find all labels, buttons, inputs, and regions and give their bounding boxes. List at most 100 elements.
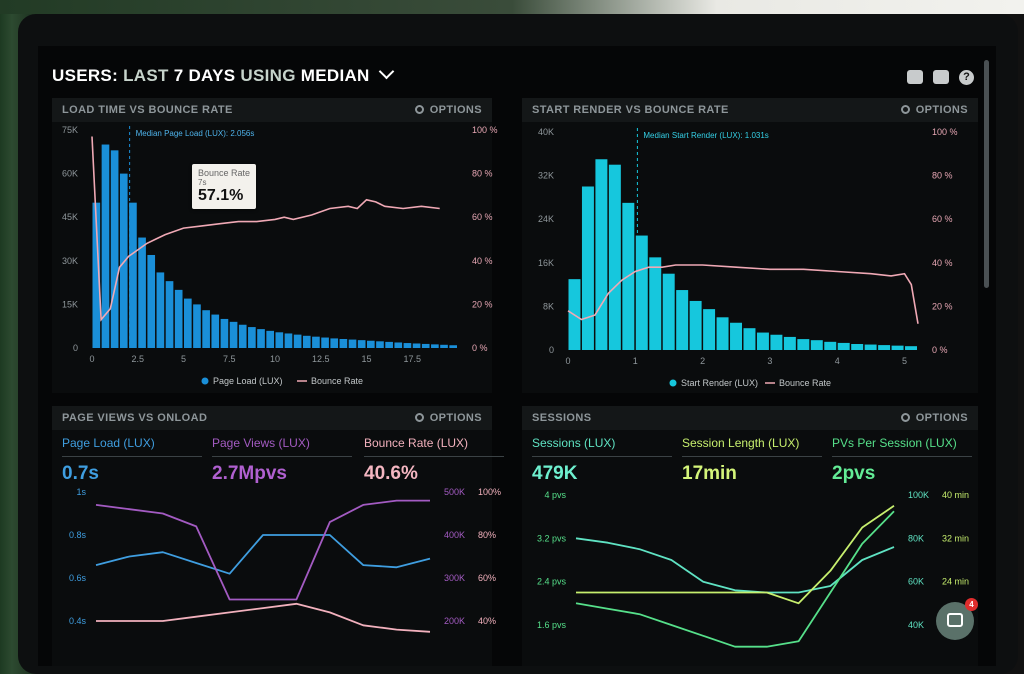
series-line	[95, 534, 431, 575]
y-tick-label: 0.4s	[69, 616, 87, 626]
y2-tick-label: 60K	[908, 577, 924, 587]
metric-label: Session Length (LUX)	[682, 436, 822, 457]
bar	[238, 324, 247, 348]
help-icon[interactable]: ?	[959, 70, 974, 85]
gear-icon	[414, 105, 424, 114]
scrollbar[interactable]	[984, 60, 989, 288]
x-tick-label: 2.5	[131, 354, 144, 364]
x-tick-label: 5	[181, 354, 186, 364]
bar	[129, 202, 137, 348]
options-button[interactable]: OPTIONS	[900, 412, 968, 424]
bar	[193, 304, 201, 348]
metric-label: Page Load (LUX)	[62, 436, 202, 457]
legend-label-line: Bounce Rate	[779, 378, 831, 388]
bar	[174, 289, 183, 348]
bar	[257, 329, 265, 348]
background-top	[0, 0, 1024, 14]
bar	[878, 345, 891, 350]
share-icon[interactable]	[933, 70, 949, 84]
monitor-icon[interactable]	[907, 70, 923, 84]
bar	[730, 322, 742, 350]
bar	[184, 298, 192, 348]
y-tick-label: 16K	[538, 258, 554, 268]
y-tick-label: 32K	[538, 171, 554, 181]
title-median: MEDIAN	[300, 66, 370, 85]
y2-tick-label: 0 %	[472, 343, 488, 353]
metric-value: 479K	[532, 463, 578, 484]
sessions-panel: SESSIONS OPTIONS Sessions (LUX) 479K Ses…	[522, 406, 978, 666]
y2-tick-label: 60 %	[472, 212, 493, 222]
bar	[891, 345, 904, 350]
bar	[440, 344, 448, 348]
bar	[449, 345, 457, 348]
series-line	[576, 505, 895, 605]
title-using: USING	[240, 66, 296, 85]
y3-tick-label: 32 min	[942, 533, 969, 543]
options-button[interactable]: OPTIONS	[414, 104, 482, 116]
options-button[interactable]: OPTIONS	[900, 104, 968, 116]
y2-tick-label: 40K	[908, 620, 924, 630]
x-tick-label: 5	[902, 356, 907, 366]
bar	[431, 344, 439, 348]
y-tick-label: 40K	[538, 127, 554, 137]
median-annotation: Median Start Render (LUX): 1.031s	[643, 131, 768, 140]
gear-icon	[900, 413, 910, 422]
y-tick-label: 1s	[76, 487, 86, 497]
y2-tick-label: 500K	[444, 487, 465, 497]
y2-tick-label: 300K	[444, 573, 465, 583]
options-button[interactable]: OPTIONS	[414, 412, 482, 424]
bar	[101, 144, 110, 348]
panel-title: PAGE VIEWS VS ONLOAD	[62, 412, 208, 424]
bar	[676, 290, 689, 350]
metric-bounce-rate: Bounce Rate (LUX) 40.6%	[364, 436, 504, 485]
bar	[357, 340, 366, 348]
x-tick-label: 12.5	[312, 354, 330, 364]
y-tick-label: 15K	[62, 299, 78, 309]
bounce-rate-line	[567, 264, 919, 324]
legend-marker-bar	[201, 377, 209, 385]
metric-page-load: Page Load (LUX) 0.7s	[62, 436, 202, 485]
bar	[330, 338, 339, 348]
chat-launcher-button[interactable]: 4	[936, 598, 978, 640]
gear-icon	[900, 105, 910, 114]
tooltip-label: Bounce Rate	[198, 168, 251, 178]
y2-tick-label: 200K	[444, 616, 465, 626]
y2-tick-label: 80K	[908, 533, 924, 543]
notification-badge: 4	[965, 598, 978, 611]
bar	[220, 318, 229, 348]
bar	[412, 343, 421, 348]
metric-pvs-per-session: PVs Per Session (LUX) 2pvs	[832, 436, 972, 485]
y-tick-label: 2.4 pvs	[537, 577, 567, 587]
dashboard-screen: USERS: LAST 7 DAYS USING MEDIAN ? LOAD T…	[38, 46, 996, 666]
bar	[376, 341, 384, 348]
y-tick-label: 45K	[62, 212, 78, 222]
y-tick-label: 4 pvs	[544, 490, 566, 500]
options-label: OPTIONS	[429, 412, 482, 424]
bar	[202, 310, 210, 348]
bar	[421, 343, 430, 348]
bar	[385, 341, 393, 348]
page-views-panel: PAGE VIEWS VS ONLOAD OPTIONS Page Load (…	[52, 406, 504, 666]
bar	[211, 314, 220, 348]
metric-label: PVs Per Session (LUX)	[832, 436, 972, 457]
bar	[321, 337, 329, 348]
y3-tick-label: 60%	[478, 573, 496, 583]
y2-tick-label: 80 %	[932, 171, 953, 181]
y-tick-label: 3.2 pvs	[537, 533, 567, 543]
y3-tick-label: 40 min	[942, 490, 969, 500]
x-tick-label: 0	[89, 354, 94, 364]
metric-page-views: Page Views (LUX) 2.7Mpvs	[212, 436, 352, 485]
x-tick-label: 15	[361, 354, 371, 364]
y2-tick-label: 100 %	[932, 127, 958, 137]
bar	[783, 336, 796, 350]
gear-icon	[414, 413, 424, 422]
y2-tick-label: 100 %	[472, 125, 498, 135]
bar	[165, 281, 174, 348]
page-title[interactable]: USERS: LAST 7 DAYS USING MEDIAN	[52, 63, 394, 86]
y2-tick-label: 20 %	[472, 299, 493, 309]
title-users: USERS:	[52, 66, 119, 85]
series-line	[96, 602, 431, 633]
x-tick-label: 4	[835, 356, 840, 366]
tooltip-value: 57.1%	[198, 187, 244, 204]
bar	[92, 202, 101, 348]
